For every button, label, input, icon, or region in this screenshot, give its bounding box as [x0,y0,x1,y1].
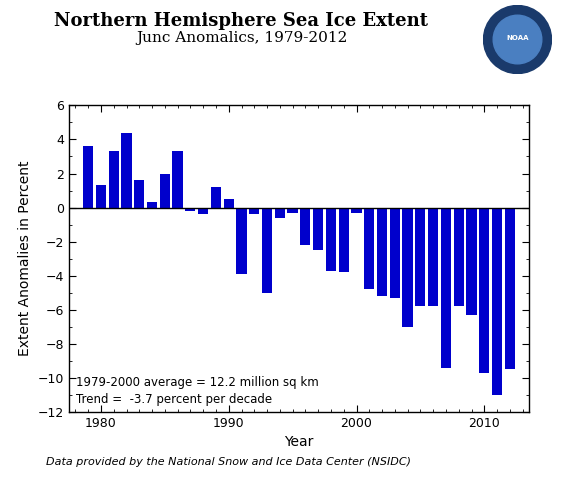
Text: Trend =  -3.7 percent per decade: Trend = -3.7 percent per decade [76,393,272,406]
Bar [313,207,323,250]
Y-axis label: Extent Anomalies in Percent: Extent Anomalies in Percent [18,161,32,356]
Bar [185,207,196,211]
Bar [441,207,451,368]
Bar [134,180,144,207]
Bar [390,207,400,298]
Bar [96,185,106,207]
Bar [351,207,362,213]
Bar [249,207,259,215]
Bar [492,207,502,395]
Bar [466,207,477,315]
Bar [275,207,285,218]
X-axis label: Year: Year [284,435,314,449]
Bar [326,207,336,271]
Bar [224,199,234,207]
Text: Data provided by the National Snow and Ice Data Center (NSIDC): Data provided by the National Snow and I… [46,457,411,467]
Bar [415,207,426,307]
Text: Junc Anomalics, 1979-2012: Junc Anomalics, 1979-2012 [136,31,347,45]
Bar [339,207,349,272]
Bar [428,207,438,307]
Bar [479,207,489,373]
Text: 1979-2000 average = 12.2 million sq km: 1979-2000 average = 12.2 million sq km [76,376,319,389]
Bar [147,203,157,207]
Circle shape [484,5,551,74]
Bar [211,187,221,207]
Bar [454,207,464,307]
Text: NOAA: NOAA [506,35,529,41]
Bar [172,151,183,207]
Bar [198,207,208,215]
Bar [505,207,515,369]
Bar [262,207,272,293]
Bar [236,207,247,274]
Bar [300,207,311,245]
Circle shape [493,15,542,64]
Bar [109,151,119,207]
Bar [288,207,298,213]
Bar [83,146,93,207]
Text: Northern Hemisphere Sea Ice Extent: Northern Hemisphere Sea Ice Extent [55,12,428,30]
Bar [377,207,387,296]
Bar [402,207,413,327]
Bar [160,173,170,207]
Bar [121,133,132,207]
Bar [364,207,374,289]
